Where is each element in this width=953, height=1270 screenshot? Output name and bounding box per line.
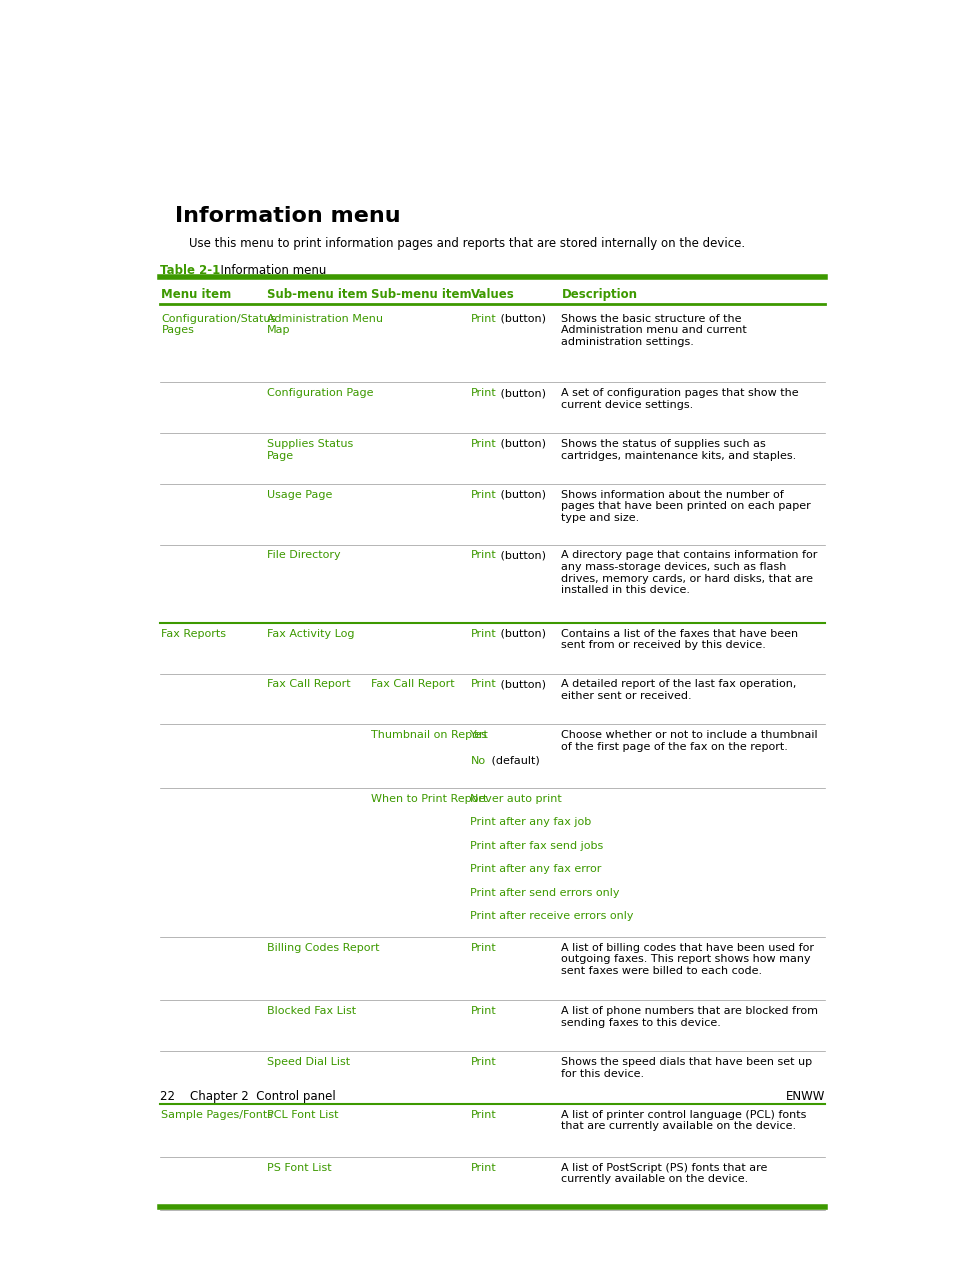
Text: Fax Reports: Fax Reports [161,629,226,639]
Text: Fax Call Report: Fax Call Report [267,679,351,690]
Text: Administration Menu
Map: Administration Menu Map [267,314,383,335]
Text: (button): (button) [497,490,545,500]
Text: Fax Call Report: Fax Call Report [370,679,454,690]
Text: Sub-menu item: Sub-menu item [267,288,367,301]
Text: Shows the speed dials that have been set up
for this device.: Shows the speed dials that have been set… [560,1057,812,1078]
Text: Use this menu to print information pages and reports that are stored internally : Use this menu to print information pages… [190,237,745,250]
Text: Print: Print [470,942,496,952]
Text: Print: Print [470,1110,496,1120]
Text: Never auto print: Never auto print [470,794,561,804]
Text: (button): (button) [497,550,545,560]
Text: Information menu: Information menu [213,264,326,277]
Text: Print after fax send jobs: Print after fax send jobs [470,841,603,851]
Text: A detailed report of the last fax operation,
either sent or received.: A detailed report of the last fax operat… [560,679,796,701]
Text: A list of printer control language (PCL) fonts
that are currently available on t: A list of printer control language (PCL)… [560,1110,806,1132]
Text: Menu item: Menu item [161,288,232,301]
Text: (button): (button) [497,439,545,448]
Text: PCL Font List: PCL Font List [267,1110,338,1120]
Text: Print after send errors only: Print after send errors only [470,888,619,898]
Text: A list of phone numbers that are blocked from
sending faxes to this device.: A list of phone numbers that are blocked… [560,1006,818,1027]
Text: Table 2-1: Table 2-1 [160,264,220,277]
Text: Supplies Status
Page: Supplies Status Page [267,439,353,461]
Text: PS Font List: PS Font List [267,1162,332,1172]
Text: Usage Page: Usage Page [267,490,333,500]
Text: Configuration/Status
Pages: Configuration/Status Pages [161,314,276,335]
Text: (button): (button) [497,679,545,690]
Text: (button): (button) [497,314,545,324]
Text: Shows information about the number of
pages that have been printed on each paper: Shows information about the number of pa… [560,490,810,523]
Text: No: No [470,756,485,766]
Text: Print after any fax error: Print after any fax error [470,865,601,874]
Text: 22    Chapter 2  Control panel: 22 Chapter 2 Control panel [160,1090,335,1102]
Text: When to Print Report: When to Print Report [370,794,486,804]
Text: (button): (button) [497,629,545,639]
Text: Print: Print [470,490,496,500]
Text: Print: Print [470,1006,496,1016]
Text: (button): (button) [497,389,545,398]
Text: Shows the status of supplies such as
cartridges, maintenance kits, and staples.: Shows the status of supplies such as car… [560,439,796,461]
Text: Print: Print [470,1057,496,1067]
Text: Configuration Page: Configuration Page [267,389,374,398]
Text: Billing Codes Report: Billing Codes Report [267,942,379,952]
Text: ENWW: ENWW [785,1090,824,1102]
Text: Print: Print [470,679,496,690]
Text: Print: Print [470,314,496,324]
Text: Contains a list of the faxes that have been
sent from or received by this device: Contains a list of the faxes that have b… [560,629,798,650]
Text: Values: Values [470,288,514,301]
Text: Sample Pages/Fonts: Sample Pages/Fonts [161,1110,274,1120]
Text: Print: Print [470,550,496,560]
Text: Choose whether or not to include a thumbnail
of the first page of the fax on the: Choose whether or not to include a thumb… [560,730,817,752]
Text: Speed Dial List: Speed Dial List [267,1057,350,1067]
Text: Sub-menu item: Sub-menu item [370,288,471,301]
Text: Shows the basic structure of the
Administration menu and current
administration : Shows the basic structure of the Adminis… [560,314,746,347]
Text: Print: Print [470,439,496,448]
Text: Blocked Fax List: Blocked Fax List [267,1006,355,1016]
Text: Yes: Yes [470,730,488,740]
Text: Print: Print [470,389,496,398]
Text: Information menu: Information menu [174,206,400,226]
Text: Print: Print [470,1162,496,1172]
Text: A list of PostScript (PS) fonts that are
currently available on the device.: A list of PostScript (PS) fonts that are… [560,1162,767,1184]
Text: Print: Print [470,629,496,639]
Text: Fax Activity Log: Fax Activity Log [267,629,355,639]
Text: (default): (default) [488,756,539,766]
Text: A set of configuration pages that show the
current device settings.: A set of configuration pages that show t… [560,389,799,410]
Text: Print after receive errors only: Print after receive errors only [470,912,634,921]
Text: Description: Description [560,288,637,301]
Text: Print after any fax job: Print after any fax job [470,818,591,827]
Text: A list of billing codes that have been used for
outgoing faxes. This report show: A list of billing codes that have been u… [560,942,814,975]
Text: Thumbnail on Report: Thumbnail on Report [370,730,487,740]
Text: A directory page that contains information for
any mass-storage devices, such as: A directory page that contains informati… [560,550,817,596]
Text: File Directory: File Directory [267,550,340,560]
